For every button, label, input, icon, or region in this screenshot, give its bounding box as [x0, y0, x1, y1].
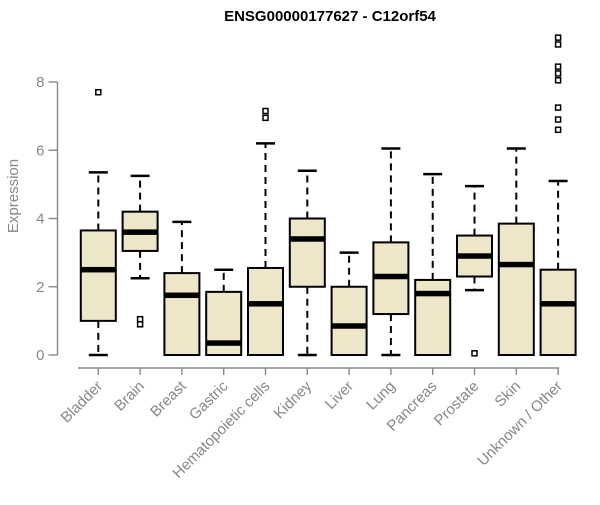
- x-category-label-brain: Brain: [111, 378, 148, 415]
- x-category-label-bladder: Bladder: [58, 378, 107, 427]
- x-category-label-prostate: Prostate: [431, 378, 483, 430]
- y-tick-label-0: 0: [36, 347, 44, 364]
- iqr-box-bladder: [79, 229, 117, 322]
- outlier-unknown-other: [554, 34, 562, 41]
- box-unknown-other: [539, 34, 577, 356]
- y-tick-label-8: 8: [36, 74, 44, 91]
- outlier-unknown-other: [554, 116, 562, 123]
- y-axis-label: Expression: [5, 159, 22, 233]
- box-lung: [372, 147, 410, 357]
- box-gastric: [205, 268, 243, 356]
- outlier-unknown-other: [554, 104, 562, 111]
- median-pancreas: [415, 290, 451, 297]
- y-tick-label-2: 2: [36, 279, 44, 296]
- median-hematopoietic-cells: [248, 301, 283, 307]
- y-tick-label-4: 4: [36, 211, 44, 228]
- box-liver: [330, 251, 368, 356]
- boxplot-boxes: [79, 34, 577, 357]
- x-category-label-liver: Liver: [322, 378, 357, 413]
- box-breast: [163, 220, 201, 357]
- outlier-prostate: [471, 350, 478, 357]
- median-gastric: [206, 340, 242, 346]
- y-tick-label-6: 6: [36, 142, 44, 159]
- outlier-unknown-other: [554, 70, 562, 77]
- x-category-label-lung: Lung: [363, 378, 399, 414]
- outlier-hematopoietic-cells: [262, 114, 269, 122]
- iqr-box-liver: [330, 285, 368, 356]
- median-brain: [122, 229, 158, 235]
- median-bladder: [80, 266, 116, 273]
- median-liver: [331, 323, 367, 329]
- outlier-unknown-other: [554, 41, 562, 48]
- outlier-bladder: [95, 88, 102, 96]
- outlier-unknown-other: [554, 126, 562, 134]
- y-axis: 0 2 4 6 8: [36, 74, 59, 364]
- box-kidney: [288, 169, 326, 357]
- iqr-box-skin: [497, 222, 535, 356]
- outlier-unknown-other: [554, 77, 562, 84]
- median-unknown-other: [540, 301, 576, 307]
- median-breast: [164, 292, 200, 299]
- x-category-label-breast: Breast: [147, 377, 190, 420]
- outlier-brain: [136, 321, 144, 328]
- median-prostate: [457, 253, 492, 259]
- box-pancreas: [414, 172, 452, 356]
- iqr-box-breast: [163, 272, 201, 357]
- median-lung: [373, 273, 409, 280]
- box-bladder: [79, 88, 117, 357]
- iqr-box-kidney: [288, 217, 326, 288]
- median-skin: [498, 261, 534, 268]
- x-category-label-skin: Skin: [491, 378, 524, 411]
- box-hematopoietic-cells: [247, 107, 284, 357]
- iqr-box-hematopoietic-cells: [247, 266, 284, 357]
- chart-title: ENSG00000177627 - C12orf54: [224, 8, 436, 25]
- x-category-label-kidney: Kidney: [271, 377, 316, 422]
- outlier-brain: [136, 315, 144, 323]
- median-kidney: [289, 236, 325, 242]
- outlier-unknown-other: [554, 63, 562, 70]
- iqr-box-unknown-other: [539, 268, 577, 356]
- box-brain: [121, 174, 159, 328]
- box-prostate: [456, 184, 493, 357]
- box-skin: [497, 147, 535, 356]
- outlier-hematopoietic-cells: [262, 107, 269, 115]
